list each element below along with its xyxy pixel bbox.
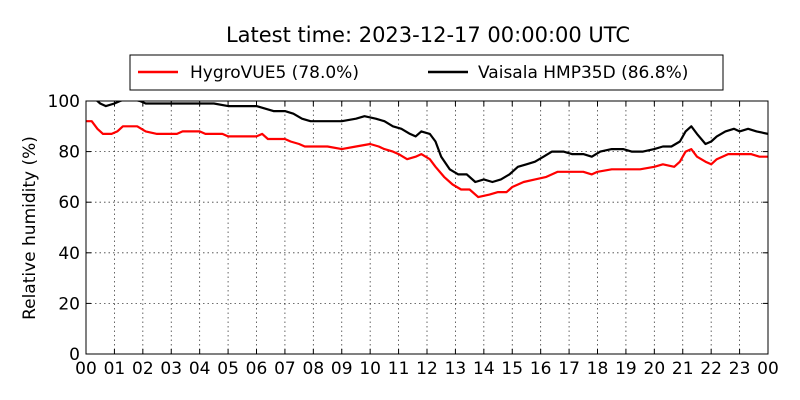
x-tick-label: 18 (587, 359, 609, 379)
x-tick-label: 02 (132, 359, 154, 379)
series-line-hygrovue5 (86, 120, 768, 199)
legend-entry-hmp35d: Vaisala HMP35D (86.8%) (478, 63, 688, 83)
x-tick-label: 13 (445, 359, 467, 379)
x-tick-label: 10 (359, 359, 381, 379)
x-tick-label: 01 (104, 359, 126, 379)
y-tick-label: 40 (58, 244, 80, 264)
x-tick-label: 20 (644, 359, 666, 379)
x-tick-label: 11 (388, 359, 410, 379)
axis-ticks: 00 01 02 03 04 05 06 07 08 09 10 11 12 13 14 15 16 17 18 19… (48, 92, 779, 379)
x-tick-label: 17 (558, 359, 580, 379)
x-tick-label: 15 (501, 359, 523, 379)
x-tick-label: 16 (530, 359, 552, 379)
x-tick-label: 21 (672, 359, 694, 379)
y-tick-label: 80 (58, 143, 80, 163)
x-tick-label: 12 (416, 359, 438, 379)
x-tick-label: 07 (274, 359, 296, 379)
legend: HygroVUE5 (78.0%) Vaisala HMP35D (86.8%) (129, 54, 724, 91)
x-tick-label: 09 (331, 359, 353, 379)
y-tick-label: 100 (48, 92, 80, 112)
x-tick-label: 05 (217, 359, 239, 379)
x-tick-label: 00 (75, 359, 97, 379)
chart-title: Latest time: 2023-12-17 00:00:00 UTC (226, 23, 630, 47)
x-tick-label: 08 (303, 359, 325, 379)
x-tick-label: 22 (700, 359, 722, 379)
legend-box (129, 54, 724, 91)
grid (86, 101, 768, 354)
x-tick-label: 14 (473, 359, 495, 379)
legend-entry-hygrovue5: HygroVUE5 (78.0%) (190, 63, 359, 83)
y-axis-label: Relative humidity (%) (20, 136, 40, 320)
y-tick-label: 0 (69, 345, 80, 365)
series-lines (86, 101, 768, 199)
series-line-hmp35d (95, 101, 768, 184)
y-tick-label: 20 (58, 294, 80, 314)
x-tick-label: 03 (160, 359, 182, 379)
x-tick-label: 06 (246, 359, 268, 379)
y-tick-label: 60 (58, 193, 80, 213)
x-tick-label: 00 (757, 359, 779, 379)
x-tick-label: 04 (189, 359, 211, 379)
x-tick-label: 19 (615, 359, 637, 379)
x-tick-label: 23 (729, 359, 751, 379)
